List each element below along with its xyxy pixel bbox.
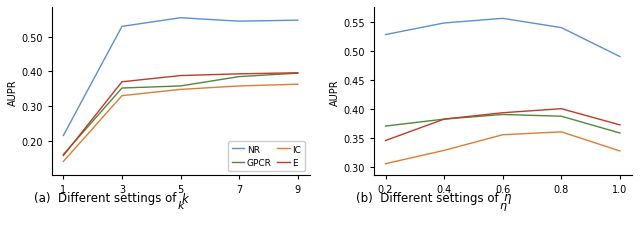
E: [118, 81, 126, 84]
NR: [236, 21, 243, 23]
NR: [177, 17, 184, 20]
E: [177, 75, 184, 78]
GPCR: [118, 87, 126, 90]
IC: [381, 163, 389, 165]
X-axis label: k: k: [177, 200, 184, 210]
IC: [236, 85, 243, 88]
NR: [381, 34, 389, 37]
Line: IC: IC: [385, 132, 620, 164]
NR: [499, 18, 507, 21]
GPCR: [440, 118, 448, 121]
Text: $\it{k}$: $\it{k}$: [180, 191, 190, 205]
E: [60, 155, 67, 157]
Line: NR: NR: [63, 19, 298, 136]
Text: (b)  Different settings of: (b) Different settings of: [356, 191, 503, 204]
NR: [440, 22, 448, 25]
IC: [499, 134, 507, 137]
E: [381, 140, 389, 142]
GPCR: [499, 114, 507, 116]
Line: E: E: [63, 73, 298, 156]
Text: (a)  Different settings of: (a) Different settings of: [35, 191, 180, 204]
Line: GPCR: GPCR: [385, 115, 620, 133]
GPCR: [60, 153, 67, 156]
IC: [294, 83, 301, 86]
E: [557, 108, 565, 110]
Text: $\it{η}$: $\it{η}$: [503, 191, 512, 205]
IC: [440, 149, 448, 152]
Line: NR: NR: [385, 19, 620, 57]
IC: [616, 150, 624, 153]
E: [294, 72, 301, 75]
Y-axis label: AUPR: AUPR: [8, 79, 19, 105]
NR: [118, 26, 126, 29]
Legend: NR, GPCR, IC, E: NR, GPCR, IC, E: [228, 141, 305, 171]
Y-axis label: AUPR: AUPR: [330, 79, 340, 105]
NR: [616, 56, 624, 59]
GPCR: [236, 76, 243, 79]
GPCR: [177, 85, 184, 88]
X-axis label: η: η: [499, 200, 506, 210]
GPCR: [616, 132, 624, 135]
E: [616, 124, 624, 127]
IC: [60, 160, 67, 163]
Line: E: E: [385, 109, 620, 141]
NR: [294, 20, 301, 22]
E: [499, 112, 507, 115]
Line: IC: IC: [63, 85, 298, 162]
E: [236, 73, 243, 76]
IC: [118, 95, 126, 98]
GPCR: [294, 72, 301, 75]
IC: [557, 131, 565, 134]
GPCR: [557, 115, 565, 118]
NR: [557, 27, 565, 30]
NR: [60, 135, 67, 137]
IC: [177, 89, 184, 91]
Line: GPCR: GPCR: [63, 74, 298, 155]
E: [440, 118, 448, 121]
GPCR: [381, 125, 389, 128]
